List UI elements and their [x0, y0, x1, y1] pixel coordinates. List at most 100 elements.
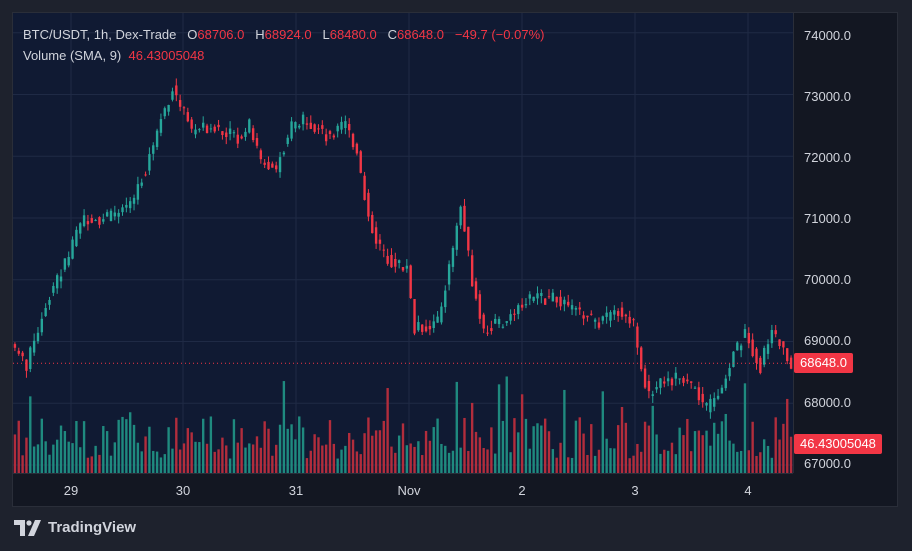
- volume-bar: [109, 455, 113, 473]
- volume-bar: [532, 426, 535, 473]
- volume-bar: [32, 446, 36, 473]
- volume-bar: [682, 435, 685, 473]
- time-tick: 3: [631, 483, 639, 498]
- volume-bar: [747, 450, 751, 473]
- candle-body: [605, 312, 608, 317]
- volume-bar: [324, 444, 328, 473]
- candle-body: [782, 341, 785, 348]
- candle-body: [52, 285, 55, 293]
- candle-body: [459, 206, 462, 226]
- volume-bar: [25, 437, 28, 473]
- time-tick: 2: [518, 483, 526, 498]
- candle-body: [678, 378, 681, 380]
- volume-bar: [440, 443, 443, 473]
- candle-body: [636, 326, 639, 348]
- candle-body: [71, 239, 74, 259]
- volume-bar: [59, 425, 63, 473]
- candle-body: [478, 294, 482, 319]
- candle-body: [601, 316, 604, 321]
- candle-body: [716, 395, 720, 399]
- candle-body: [624, 314, 628, 317]
- candlestick-chart[interactable]: [13, 13, 793, 473]
- candle-body: [317, 128, 320, 130]
- volume-bar: [148, 426, 151, 473]
- candle-body: [309, 122, 312, 129]
- candle-body: [98, 217, 101, 225]
- volume-bar: [620, 406, 624, 473]
- candle-body: [786, 348, 789, 362]
- volume-bar: [505, 376, 508, 473]
- volume-bar: [455, 381, 458, 473]
- candle-body: [13, 344, 17, 348]
- candle-body: [259, 150, 263, 160]
- candle-body: [436, 316, 439, 323]
- candle-body: [640, 347, 643, 370]
- volume-bar: [90, 456, 93, 473]
- legend-open-label: O: [187, 27, 198, 42]
- volume-bar: [163, 454, 166, 473]
- volume-bar: [394, 452, 397, 473]
- volume-bar: [605, 438, 608, 473]
- volume-bar: [643, 421, 647, 473]
- tradingview-icon: [14, 519, 41, 536]
- candle-body: [432, 321, 435, 328]
- candle-body: [563, 299, 566, 305]
- candle-body: [547, 296, 551, 298]
- candle-body: [48, 299, 51, 305]
- volume-bar: [517, 432, 520, 473]
- volume-bar: [432, 427, 435, 473]
- candle-body: [467, 226, 470, 251]
- candle-body: [405, 265, 409, 269]
- candle-body: [75, 229, 78, 247]
- volume-bar: [186, 428, 190, 473]
- volume-bar: [490, 427, 493, 473]
- volume-bar: [759, 452, 762, 473]
- volume-bar: [290, 424, 293, 473]
- candle-body: [217, 124, 220, 128]
- candle-body: [355, 143, 359, 154]
- candle-body: [774, 330, 777, 335]
- volume-bar: [563, 389, 566, 473]
- candle-body: [555, 296, 558, 303]
- candle-body: [720, 387, 724, 394]
- volume-bar: [102, 426, 105, 473]
- candle-body: [248, 119, 251, 133]
- tradingview-logo[interactable]: TradingView: [14, 519, 136, 536]
- candle-body: [551, 292, 555, 302]
- volume-bar: [374, 430, 378, 473]
- volume-bar: [225, 445, 228, 473]
- volume-bar: [251, 444, 255, 473]
- candle-body: [574, 307, 578, 310]
- candle-body: [159, 119, 163, 133]
- volume-bar: [152, 450, 155, 473]
- time-tick: 31: [288, 483, 304, 498]
- volume-bar: [713, 422, 716, 473]
- volume-bar: [401, 423, 405, 473]
- volume-bar: [248, 443, 251, 473]
- volume-bar: [240, 428, 243, 473]
- candle-body: [313, 124, 316, 132]
- volume-bar: [159, 457, 163, 473]
- candle-body: [770, 329, 774, 344]
- candle-body: [332, 135, 336, 138]
- plot-area[interactable]: [13, 13, 793, 473]
- candle-body: [367, 192, 370, 217]
- candle-body: [766, 344, 770, 354]
- candle-body: [286, 137, 289, 144]
- candle-body: [567, 301, 570, 306]
- volume-bar: [663, 449, 666, 473]
- volume-bar: [286, 428, 289, 473]
- candle-body: [697, 387, 701, 401]
- price-axis[interactable]: 74000.0 73000.0 72000.0 71000.0 70000.0 …: [793, 13, 898, 473]
- volume-bar: [478, 437, 482, 473]
- volume-bar: [551, 449, 555, 473]
- candle-body: [305, 123, 309, 125]
- candle-body: [728, 368, 731, 377]
- candle-body: [255, 138, 259, 146]
- candle-body: [593, 319, 597, 322]
- time-axis[interactable]: 29 30 31 Nov 2 3 4: [13, 473, 793, 507]
- volume-bar: [651, 405, 654, 473]
- volume-bar: [724, 413, 727, 473]
- candle-body: [682, 377, 685, 383]
- legend-high-value: 68924.0: [264, 27, 312, 42]
